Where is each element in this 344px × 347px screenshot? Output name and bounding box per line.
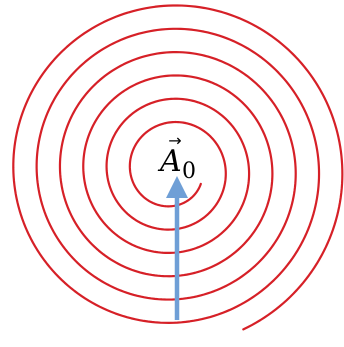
vector-arrow-mark: → xyxy=(168,131,181,150)
vector-subscript: 0 xyxy=(182,159,196,184)
vector-label: → A 0 xyxy=(157,131,196,184)
arrow-head xyxy=(166,176,188,198)
vector-symbol: A xyxy=(157,144,182,179)
red-spiral-curve xyxy=(12,4,344,331)
resultant-vector-arrow xyxy=(166,176,188,320)
